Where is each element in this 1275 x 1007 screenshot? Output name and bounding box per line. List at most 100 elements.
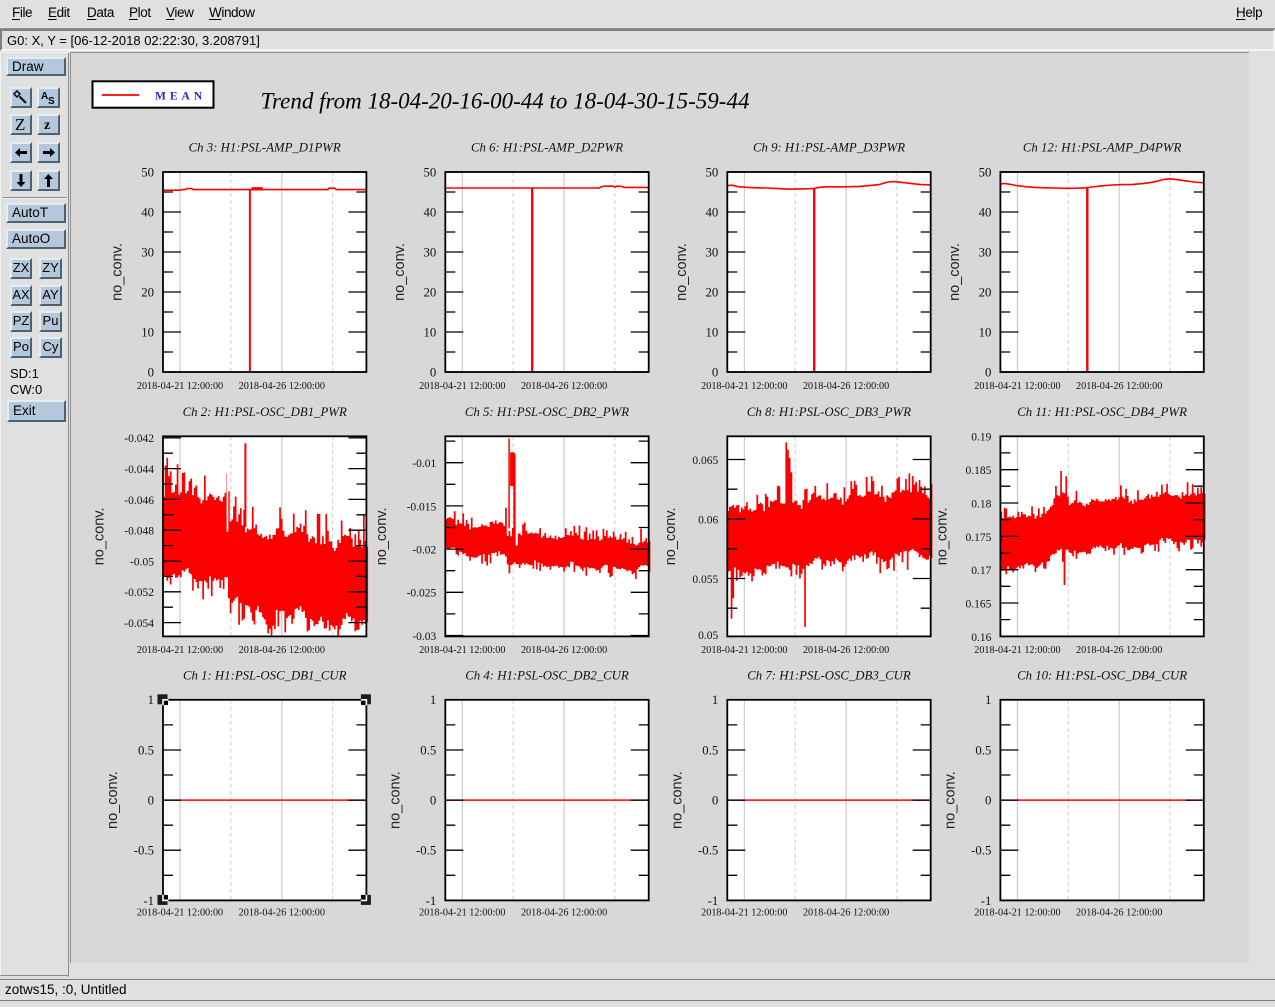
svg-text:2018-04-26 12:00:00: 2018-04-26 12:00:00	[1076, 908, 1162, 919]
svg-text:no_conv.: no_conv.	[674, 243, 690, 301]
svg-text:1: 1	[430, 693, 436, 707]
svg-text:2018-04-26 12:00:00: 2018-04-26 12:00:00	[803, 908, 889, 919]
svg-text:30: 30	[979, 245, 992, 259]
svg-text:Ch 11: H1:PSL-OSC_DB4_PWR: Ch 11: H1:PSL-OSC_DB4_PWR	[1017, 405, 1187, 419]
svg-text:1: 1	[712, 693, 718, 707]
svg-text:0.5: 0.5	[702, 743, 718, 757]
svg-text:2018-04-21 12:00:00: 2018-04-21 12:00:00	[701, 908, 787, 919]
svg-text:10: 10	[979, 325, 992, 339]
svg-text:20: 20	[141, 285, 154, 299]
svg-text:0.06: 0.06	[698, 514, 718, 526]
svg-text:0: 0	[430, 794, 436, 808]
svg-text:Ch 3: H1:PSL-AMP_D1PWR: Ch 3: H1:PSL-AMP_D1PWR	[189, 141, 341, 155]
svg-text:30: 30	[424, 245, 437, 259]
svg-text:A: A	[41, 91, 48, 102]
svg-text:-1: -1	[143, 894, 154, 908]
svg-text:S: S	[48, 96, 55, 106]
svg-text:-0.5: -0.5	[416, 844, 436, 858]
svg-text:0.5: 0.5	[420, 743, 436, 757]
svg-text:-0.05: -0.05	[130, 556, 154, 568]
svg-text:no_conv.: no_conv.	[110, 243, 126, 301]
svg-text:0: 0	[148, 794, 154, 808]
svg-text:-0.5: -0.5	[134, 844, 154, 858]
svg-text:20: 20	[979, 285, 992, 299]
svg-text:no_conv.: no_conv.	[947, 243, 963, 301]
svg-text:10: 10	[706, 325, 719, 339]
svg-text:-0.01: -0.01	[412, 458, 436, 470]
svg-text:2018-04-26 12:00:00: 2018-04-26 12:00:00	[803, 381, 889, 392]
svg-text:no_conv.: no_conv.	[669, 771, 685, 829]
svg-text:no_conv.: no_conv.	[105, 771, 121, 829]
svg-text:20: 20	[706, 285, 719, 299]
svg-text:10: 10	[141, 325, 154, 339]
svg-text:2018-04-26 12:00:00: 2018-04-26 12:00:00	[239, 908, 325, 919]
svg-text:2018-04-21 12:00:00: 2018-04-21 12:00:00	[137, 381, 223, 392]
svg-text:2018-04-26 12:00:00: 2018-04-26 12:00:00	[521, 645, 607, 656]
svg-text:Ch 7: H1:PSL-OSC_DB3_CUR: Ch 7: H1:PSL-OSC_DB3_CUR	[747, 668, 911, 682]
svg-text:2018-04-26 12:00:00: 2018-04-26 12:00:00	[239, 381, 325, 392]
svg-text:no_conv.: no_conv.	[92, 508, 108, 566]
svg-text:0.065: 0.065	[692, 455, 718, 467]
svg-text:2018-04-21 12:00:00: 2018-04-21 12:00:00	[137, 645, 223, 656]
svg-text:-0.042: -0.042	[124, 433, 154, 445]
svg-text:50: 50	[424, 165, 437, 179]
svg-text:40: 40	[424, 205, 437, 219]
svg-text:0.055: 0.055	[692, 574, 718, 586]
svg-text:Ch 2: H1:PSL-OSC_DB1_PWR: Ch 2: H1:PSL-OSC_DB1_PWR	[183, 405, 347, 419]
svg-text:0.5: 0.5	[138, 743, 154, 757]
svg-text:-1: -1	[708, 894, 719, 908]
svg-text:40: 40	[141, 205, 154, 219]
svg-text:2018-04-26 12:00:00: 2018-04-26 12:00:00	[521, 381, 607, 392]
svg-text:no_conv.: no_conv.	[942, 771, 958, 829]
svg-text:0: 0	[148, 365, 154, 379]
svg-text:no_conv.: no_conv.	[387, 771, 403, 829]
svg-text:2018-04-21 12:00:00: 2018-04-21 12:00:00	[137, 908, 223, 919]
svg-text:-0.052: -0.052	[124, 587, 154, 599]
svg-text:2018-04-26 12:00:00: 2018-04-26 12:00:00	[803, 645, 889, 656]
svg-text:2018-04-21 12:00:00: 2018-04-21 12:00:00	[974, 645, 1060, 656]
svg-text:Ch 4: H1:PSL-OSC_DB2_CUR: Ch 4: H1:PSL-OSC_DB2_CUR	[465, 668, 629, 682]
svg-text:0.165: 0.165	[966, 598, 992, 610]
svg-text:50: 50	[141, 165, 154, 179]
svg-text:40: 40	[706, 205, 719, 219]
svg-text:40: 40	[979, 205, 992, 219]
svg-text:-0.048: -0.048	[124, 526, 154, 538]
svg-text:2018-04-26 12:00:00: 2018-04-26 12:00:00	[521, 908, 607, 919]
svg-text:0.05: 0.05	[698, 630, 718, 642]
svg-text:MEAN: MEAN	[155, 91, 206, 103]
svg-text:2018-04-21 12:00:00: 2018-04-21 12:00:00	[701, 381, 787, 392]
svg-text:0: 0	[985, 365, 991, 379]
svg-text:-0.5: -0.5	[698, 844, 718, 858]
svg-text:-0.015: -0.015	[407, 501, 437, 513]
svg-text:z: z	[44, 118, 50, 133]
svg-text:-0.025: -0.025	[407, 588, 437, 600]
svg-text:2018-04-21 12:00:00: 2018-04-21 12:00:00	[419, 908, 505, 919]
svg-text:0.175: 0.175	[966, 532, 992, 544]
svg-text:2018-04-21 12:00:00: 2018-04-21 12:00:00	[419, 645, 505, 656]
svg-text:10: 10	[424, 325, 437, 339]
svg-text:-1: -1	[426, 894, 437, 908]
svg-text:2018-04-21 12:00:00: 2018-04-21 12:00:00	[419, 381, 505, 392]
svg-text:-0.046: -0.046	[124, 495, 154, 507]
svg-text:no_conv.: no_conv.	[374, 508, 390, 566]
svg-text:50: 50	[706, 165, 719, 179]
svg-text:2018-04-26 12:00:00: 2018-04-26 12:00:00	[239, 645, 325, 656]
svg-text:2018-04-26 12:00:00: 2018-04-26 12:00:00	[1076, 381, 1162, 392]
svg-text:Ch 5: H1:PSL-OSC_DB2_PWR: Ch 5: H1:PSL-OSC_DB2_PWR	[465, 405, 629, 419]
svg-text:0: 0	[712, 794, 718, 808]
svg-text:0: 0	[985, 794, 991, 808]
svg-text:2018-04-26 12:00:00: 2018-04-26 12:00:00	[1076, 645, 1162, 656]
svg-text:0.18: 0.18	[971, 498, 991, 510]
svg-text:-1: -1	[981, 894, 992, 908]
svg-text:0.16: 0.16	[971, 632, 991, 644]
svg-text:Ch 6: H1:PSL-AMP_D2PWR: Ch 6: H1:PSL-AMP_D2PWR	[471, 141, 623, 155]
svg-text:Ch 8: H1:PSL-OSC_DB3_PWR: Ch 8: H1:PSL-OSC_DB3_PWR	[747, 405, 911, 419]
svg-text:0: 0	[430, 365, 436, 379]
svg-text:-0.044: -0.044	[124, 464, 154, 476]
svg-text:0.17: 0.17	[971, 565, 991, 577]
svg-text:Z: Z	[15, 116, 25, 133]
svg-text:Ch 1: H1:PSL-OSC_DB1_CUR: Ch 1: H1:PSL-OSC_DB1_CUR	[183, 668, 347, 682]
svg-text:Ch 9: H1:PSL-AMP_D3PWR: Ch 9: H1:PSL-AMP_D3PWR	[753, 141, 905, 155]
svg-text:0.19: 0.19	[971, 432, 991, 444]
svg-text:no_conv.: no_conv.	[934, 508, 950, 566]
